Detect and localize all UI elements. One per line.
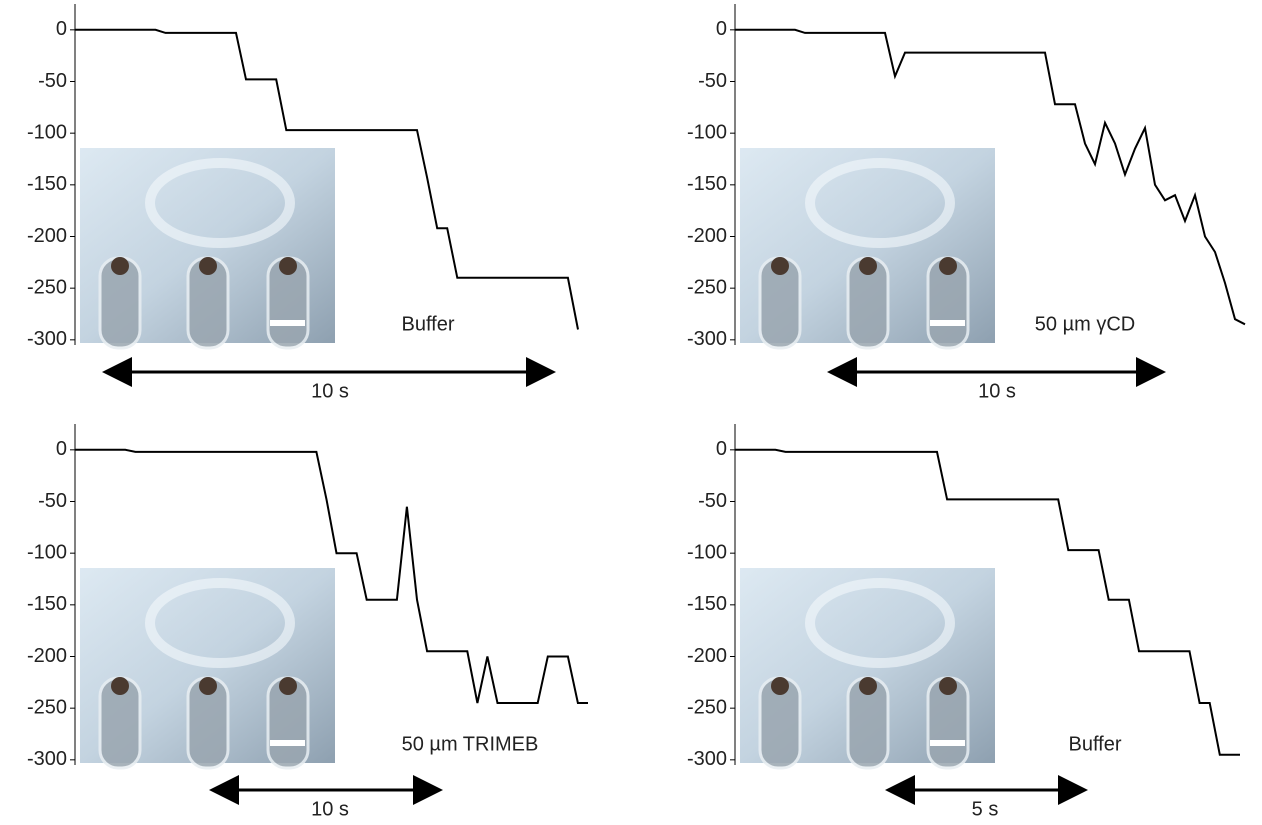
y-tick-label: -250 xyxy=(27,276,67,298)
y-tick-label: -300 xyxy=(27,748,67,770)
y-tick-label: 0 xyxy=(716,18,727,40)
photo-tip xyxy=(279,257,297,275)
y-tick-label: -150 xyxy=(687,173,727,195)
y-tick-label: -50 xyxy=(698,70,727,92)
photo-tip xyxy=(859,257,877,275)
scale-label: 10 s xyxy=(978,380,1016,402)
photo-scale-bar xyxy=(930,320,965,326)
photo-tip xyxy=(111,677,129,695)
trace xyxy=(735,448,1240,756)
photo-tip xyxy=(111,257,129,275)
y-tick-label: 0 xyxy=(716,438,727,460)
trace xyxy=(735,28,1246,326)
photo-tip xyxy=(859,677,877,695)
y-tick-label: -250 xyxy=(687,276,727,298)
scale-label: 10 s xyxy=(311,380,349,402)
scale-label: 10 s xyxy=(311,798,349,820)
y-tick-label: -100 xyxy=(687,121,727,143)
y-tick-label: -150 xyxy=(27,173,67,195)
y-tick-label: -200 xyxy=(687,645,727,667)
photo-tip xyxy=(279,677,297,695)
y-tick-label: -250 xyxy=(27,696,67,718)
y-tick-label: -250 xyxy=(687,696,727,718)
photo-ring xyxy=(805,578,955,668)
y-tick-label: -100 xyxy=(27,541,67,563)
photo-scale-bar xyxy=(930,740,965,746)
trace xyxy=(75,28,579,330)
photo-tip xyxy=(199,677,217,695)
photo-tip xyxy=(939,677,957,695)
annotation: Buffer xyxy=(402,313,455,335)
y-tick-label: -50 xyxy=(38,70,67,92)
y-tick-label: -300 xyxy=(687,328,727,350)
y-tick-label: -100 xyxy=(687,541,727,563)
annotation: 50 µm γCD xyxy=(1035,313,1135,335)
photo-ring xyxy=(145,158,295,248)
y-tick-label: -200 xyxy=(27,645,67,667)
annotation: 50 µm TRIMEB xyxy=(402,733,539,755)
y-tick-label: -300 xyxy=(27,328,67,350)
photo-scale-bar xyxy=(270,740,305,746)
y-tick-label: -300 xyxy=(687,748,727,770)
y-tick-label: -200 xyxy=(27,225,67,247)
y-tick-label: -200 xyxy=(687,225,727,247)
y-tick-label: -100 xyxy=(27,121,67,143)
y-tick-label: -150 xyxy=(687,593,727,615)
photo-tip xyxy=(771,677,789,695)
photo-tip xyxy=(199,257,217,275)
photo-tip xyxy=(771,257,789,275)
scale-label: 5 s xyxy=(972,798,999,820)
y-tick-label: 0 xyxy=(56,18,67,40)
photo-ring xyxy=(805,158,955,248)
y-tick-label: -150 xyxy=(27,593,67,615)
y-tick-label: 0 xyxy=(56,438,67,460)
photo-scale-bar xyxy=(270,320,305,326)
photo-tip xyxy=(939,257,957,275)
trace xyxy=(75,448,588,704)
photo-ring xyxy=(145,578,295,668)
y-tick-label: -50 xyxy=(698,490,727,512)
annotation: Buffer xyxy=(1069,733,1122,755)
y-tick-label: -50 xyxy=(38,490,67,512)
